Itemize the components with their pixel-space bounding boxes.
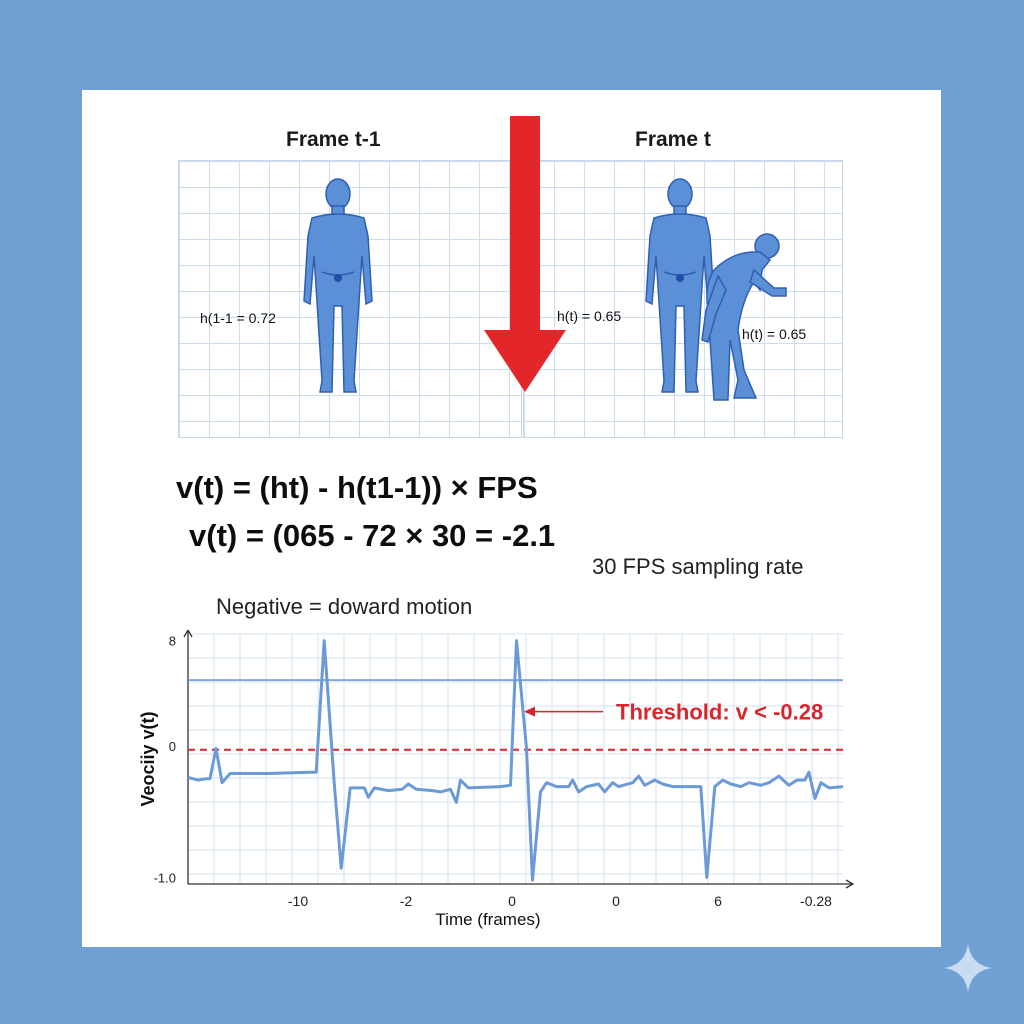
annotation-arrow-icon <box>524 706 535 717</box>
y-tick-label: -1.0 <box>154 870 176 885</box>
x-tick-label: 0 <box>508 893 516 909</box>
x-axis-title: Time (frames) <box>435 910 540 929</box>
y-axis-title: Veociiy v(t) <box>138 711 158 806</box>
bending-person-icon <box>701 233 787 401</box>
downward-arrow-icon <box>484 116 566 392</box>
right-height-label: h(t) = 0.65 <box>557 308 622 324</box>
sparkle-icon <box>944 944 992 992</box>
bent-height-label: h(t) = 0.65 <box>742 326 807 342</box>
negative-motion-note: Negative = doward motion <box>216 594 473 619</box>
y-axis-arrow-icon <box>183 630 193 638</box>
velocity-chart: 8 0 -1.0 -10 -2 0 0 6 -0.28 Time (frames) Veociiy … <box>138 630 855 929</box>
figure-card: Frame t-1 Frame t h(1-1 = 0.72 h(t) <box>82 90 941 947</box>
x-tick-label: -2 <box>400 893 413 909</box>
standing-person-icon <box>303 178 373 393</box>
arrow-head <box>484 330 566 392</box>
velocity-calculation: v(t) = (065 - 72 × 30 = -2.1 <box>189 518 556 553</box>
x-tick-label: -10 <box>288 893 308 909</box>
frame-t-1-title: Frame t-1 <box>286 128 381 151</box>
velocity-series-line <box>187 639 844 882</box>
y-tick-label: 0 <box>169 739 176 754</box>
frame-t-title: Frame t <box>635 128 711 151</box>
arrow-shaft <box>510 116 540 330</box>
x-tick-label: 0 <box>612 893 620 909</box>
left-height-label: h(1-1 = 0.72 <box>200 310 276 326</box>
y-tick-label: 8 <box>169 634 176 649</box>
x-tick-label: -0.28 <box>800 893 832 909</box>
threshold-annotation: Threshold: v < -0.28 <box>616 700 823 725</box>
x-tick-label: 6 <box>714 893 722 909</box>
velocity-formula: v(t) = (ht) - h(t1-1)) × FPS <box>176 470 538 505</box>
sampling-rate-note: 30 FPS sampling rate <box>592 554 804 579</box>
standing-person-icon <box>645 178 715 393</box>
x-axis-arrow-icon <box>845 879 855 889</box>
